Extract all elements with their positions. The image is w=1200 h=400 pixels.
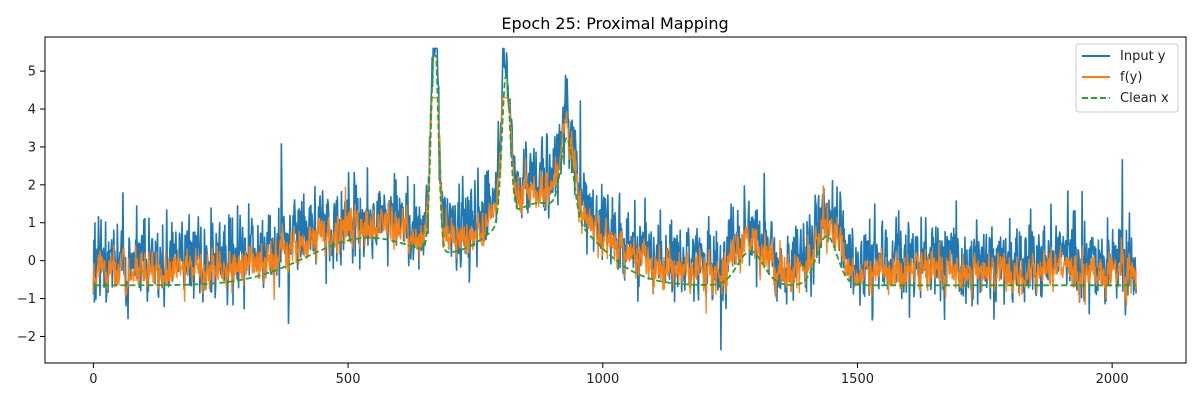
y-tick-label: −1 xyxy=(17,292,36,307)
y-tick-label: 0 xyxy=(28,254,36,269)
y-tick-label: −2 xyxy=(17,330,36,345)
y-tick-label: 5 xyxy=(28,65,36,80)
series-line-input-y xyxy=(92,47,1137,351)
legend-box xyxy=(1075,43,1179,113)
series-line-clean-x xyxy=(93,55,1137,287)
legend-label-clean-x: Clean x xyxy=(1120,91,1169,106)
legend: Input y f(y) Clean x xyxy=(1075,43,1179,113)
x-tick-label: 500 xyxy=(336,372,361,387)
legend-label-f-y: f(y) xyxy=(1120,70,1142,85)
y-tick-label: 3 xyxy=(28,140,36,155)
x-tick-label: 1000 xyxy=(586,372,619,387)
legend-label-input-y: Input y xyxy=(1120,49,1166,64)
x-tick-label: 2000 xyxy=(1096,372,1129,387)
plot-frame xyxy=(44,36,1187,364)
x-tick-label: 1500 xyxy=(841,372,874,387)
x-tick-label: 0 xyxy=(89,372,97,387)
series-line-f-y xyxy=(92,96,1137,314)
chart-title: Epoch 25: Proximal Mapping xyxy=(501,14,728,33)
y-tick-label: 1 xyxy=(28,216,36,231)
y-tick-label: 2 xyxy=(28,178,36,193)
y-tick-label: 4 xyxy=(28,103,36,118)
